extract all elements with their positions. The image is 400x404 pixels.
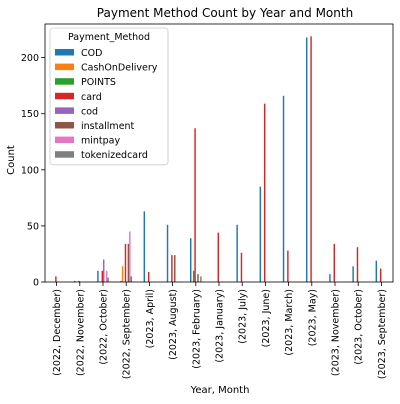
legend-swatch-points (55, 78, 74, 85)
legend-swatch-cashondelivery (55, 63, 74, 71)
bar-card-8 (240, 252, 243, 282)
x-tick-label: (2023, January) (215, 289, 226, 363)
x-tick-label: (2023, November) (331, 289, 342, 376)
bar-cod-6 (190, 238, 192, 282)
bar-cod-2 (97, 270, 99, 282)
bar-tokenizedcard-3 (130, 276, 132, 282)
bar-card-10 (287, 250, 289, 282)
bar-card-2 (101, 270, 103, 282)
legend-entry-installment: installment (81, 121, 135, 132)
legend-swatch-tokenizedcard (55, 151, 74, 158)
legend-entry-cashondelivery: CashOnDelivery (81, 63, 158, 74)
x-tick-label: (2022, November) (75, 289, 86, 376)
axis-ticks: 0 50 100 150 200 (2022, December) (2022, Novem… (21, 53, 388, 379)
bar-cod-11 (306, 37, 308, 282)
bar-installment-6 (197, 274, 199, 282)
legend-swatch-card (55, 92, 74, 100)
y-tick-label: 100 (21, 165, 39, 176)
bar-cod-5 (166, 224, 169, 282)
bar-cod-2 (103, 259, 105, 282)
chart-title: Payment Method Count by Year and Month (97, 6, 353, 20)
legend-entry-cod: cod (81, 106, 98, 117)
bar-cod-4 (143, 211, 146, 282)
bar-tokenizedcard-6 (200, 276, 202, 282)
bar-card-13 (356, 247, 359, 282)
legend-entry-tokenizedcard: tokenizedcard (81, 150, 148, 161)
x-tick-label: (2023, February) (191, 289, 202, 369)
bar-points-6 (192, 270, 195, 282)
x-tick-label: (2023, March) (284, 289, 295, 356)
bars (55, 36, 382, 283)
bar-card-9 (263, 103, 266, 282)
bar-tokenizedcard-2 (107, 277, 109, 282)
bar-cod-1 (74, 280, 76, 282)
legend-title: Payment_Method (68, 32, 150, 43)
bar-card-0 (55, 276, 57, 282)
y-axis-label: Count (6, 145, 17, 175)
legend: Payment_Method COD CashOnDelivery POINTS car… (49, 27, 169, 166)
x-tick-label: (2022, October) (99, 289, 110, 365)
bar-cod-8 (236, 224, 238, 282)
legend-box (49, 27, 169, 166)
x-tick-label: (2022, September) (122, 289, 133, 379)
bar-card-3 (124, 243, 127, 282)
legend-swatch-mintpay (55, 136, 74, 144)
x-tick-label: (2023, August) (168, 289, 179, 360)
bar-card-14 (379, 268, 382, 282)
legend-entry-card: card (81, 92, 102, 103)
bar-installment-3 (127, 243, 130, 282)
x-tick-label: (2023, June) (261, 289, 272, 347)
legend-entry-points: POINTS (81, 77, 116, 88)
legend-entry-mintpay: mintpay (81, 136, 120, 147)
bar-cod-9 (259, 186, 262, 282)
x-tick-label: (2023, May) (307, 289, 318, 346)
bar-cod-3 (120, 280, 122, 282)
x-tick-label: (2023, September) (377, 289, 388, 379)
bar-card-1 (78, 280, 80, 282)
x-tick-label: (2023, July) (238, 289, 249, 344)
bar-card-12 (333, 243, 335, 282)
bar-mintpay-2 (105, 270, 108, 282)
bar-cod-12 (329, 274, 331, 282)
x-axis-label: Year, Month (190, 385, 250, 396)
bar-card-6 (194, 128, 196, 282)
bar-card-11 (310, 36, 312, 283)
x-tick-label: (2023, April) (145, 289, 156, 348)
plot-frame (44, 23, 394, 283)
bar-card-7 (217, 232, 219, 282)
y-tick-label: 200 (21, 53, 39, 64)
x-tick-label: (2023, October) (354, 289, 365, 365)
bar-installment-5 (174, 255, 176, 282)
legend-entry-cod: COD (81, 48, 102, 59)
y-tick-label: 150 (21, 109, 39, 120)
y-tick-label: 50 (27, 221, 39, 232)
legend-swatch-cod (55, 49, 74, 56)
bar-cod-13 (352, 266, 354, 282)
bar-cod-10 (282, 95, 285, 282)
legend-swatch-installment (55, 122, 74, 129)
bar-mintpay-3 (129, 231, 131, 282)
y-tick-label: 0 (33, 278, 39, 289)
bar-cashondelivery-3 (121, 266, 124, 282)
bar-card-4 (147, 271, 150, 282)
bar-card-5 (171, 255, 173, 282)
bar-cod-14 (375, 260, 378, 282)
legend-swatch-cod (55, 107, 74, 114)
x-tick-label: (2022, December) (52, 289, 63, 376)
